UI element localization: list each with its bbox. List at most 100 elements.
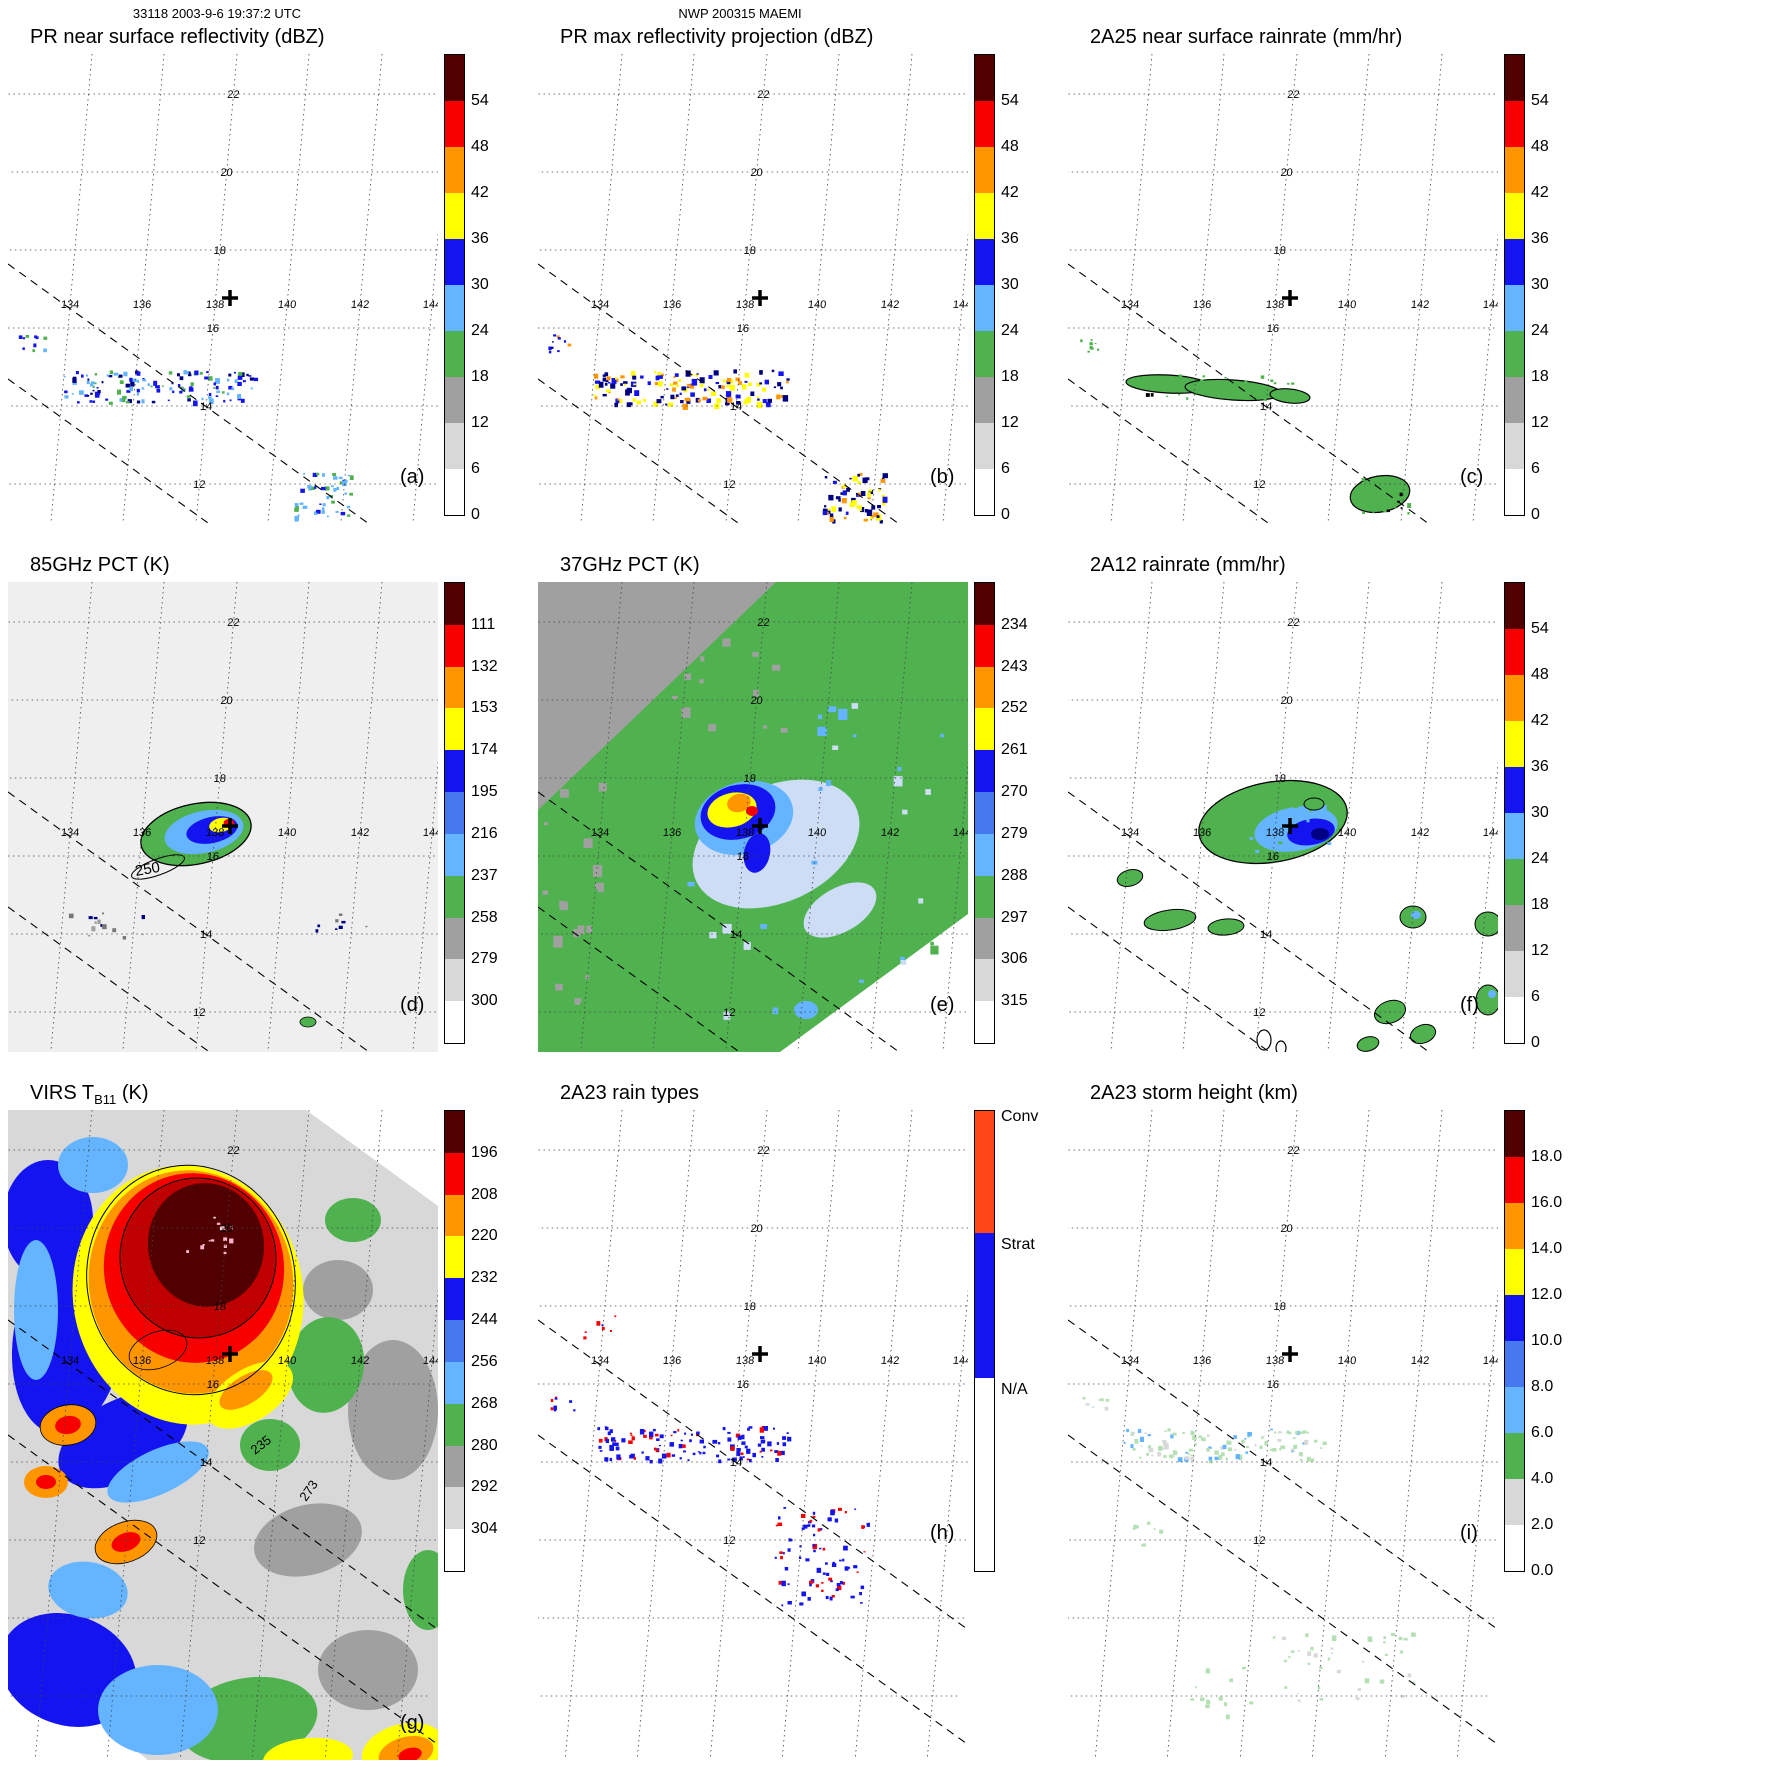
map-pixel — [604, 1457, 609, 1462]
map-pixel — [743, 401, 747, 405]
map-pixel — [553, 1409, 557, 1412]
map-pixel — [864, 509, 868, 513]
map-pixel — [639, 1429, 645, 1435]
map-pixel — [812, 1544, 816, 1547]
colorbar — [1504, 1110, 1525, 1572]
colorbar-label: 24 — [1531, 322, 1549, 339]
map-pixel — [577, 925, 585, 935]
map-pixel — [1379, 1679, 1385, 1684]
map-pixel — [322, 503, 326, 507]
colorbar-container: 18.0 16.0 14.0 12.0 10.0 8.0 6.0 4.0 2.0 0.0 — [1504, 1110, 1596, 1579]
longitude-label: 134 — [60, 299, 79, 311]
map-pixel — [583, 1336, 587, 1340]
panel-2a12-rainrate: 2A12 rainrate (mm/hr) 134 136 138 140 142 144… — [1068, 554, 1598, 1052]
map-pixel — [1166, 395, 1169, 397]
map-pixel — [825, 508, 831, 514]
map-pixel — [215, 385, 219, 390]
map-pixel — [661, 373, 664, 377]
map-pixel — [838, 498, 841, 502]
swath-edge-line — [538, 1434, 968, 1746]
map-pixel — [1266, 390, 1270, 393]
colorbar-label: 208 — [471, 1186, 498, 1203]
map-pixel — [774, 1450, 779, 1453]
map-pixel — [208, 396, 212, 399]
map-pixel — [1404, 491, 1407, 494]
map-pixel — [249, 377, 254, 381]
panel-title: 2A23 rain types — [560, 1082, 699, 1104]
map-pixel — [151, 400, 156, 404]
map-pixel — [155, 385, 160, 389]
map-plot: 134136138140142144222018161412 — [538, 582, 968, 1052]
map-pixel — [560, 789, 569, 798]
map-pixel — [764, 379, 769, 385]
colorbar-segment — [1505, 813, 1524, 859]
map-pixel — [716, 398, 721, 403]
map-pixel — [609, 1444, 614, 1451]
map-pixel — [109, 370, 113, 375]
colorbar-segment — [445, 1194, 464, 1237]
map-feature — [1116, 869, 1144, 887]
map-pixel — [674, 373, 679, 377]
map-pixel — [43, 348, 47, 353]
map-feature — [263, 1737, 353, 1760]
colorbar-segment — [1505, 1295, 1524, 1341]
map-pixel — [126, 401, 130, 404]
map-pixel — [213, 387, 216, 389]
map-pixel — [1163, 1455, 1167, 1458]
map-pixel — [656, 1438, 660, 1441]
map-pixel — [610, 383, 616, 389]
map-pixel — [542, 890, 548, 895]
map-pixel — [1277, 1439, 1282, 1442]
map-pixel — [91, 381, 95, 385]
colorbar-label: 4.0 — [1531, 1470, 1554, 1487]
map-pixel — [308, 487, 312, 491]
map-pixel — [654, 371, 657, 374]
map-pixel — [186, 1250, 189, 1253]
map-pixel — [1238, 1454, 1243, 1460]
center-cross-marker — [1282, 1346, 1298, 1362]
map-pixel — [782, 1552, 785, 1555]
map-pixel — [1178, 393, 1181, 396]
colorbar-label: 216 — [471, 825, 498, 842]
colorbar-label: 30 — [1531, 804, 1549, 821]
longitude-label: 134 — [1120, 299, 1139, 311]
map-pixel — [842, 1558, 845, 1562]
map-pixel — [717, 1442, 721, 1445]
map-pixel — [97, 919, 101, 924]
panel-title: PR near surface reflectivity (dBZ) — [30, 26, 325, 48]
map-pixel — [649, 1431, 654, 1438]
map-pixel — [1399, 492, 1403, 497]
map-pixel — [682, 656, 688, 663]
map-pixel — [866, 1522, 870, 1527]
map-pixel — [93, 916, 98, 920]
map-pixel — [1188, 1448, 1193, 1452]
map-pixel — [1249, 1701, 1254, 1705]
panel-letter: (i) — [1460, 1522, 1478, 1544]
map-plot: 235273134136138140142144222018161412 — [8, 1110, 438, 1760]
map-grid-labels: 134136138140142144222018161412 — [1120, 1145, 1498, 1547]
map-pixel — [817, 726, 827, 736]
map-pixel — [87, 378, 90, 381]
map-pixel — [732, 933, 739, 941]
map-pixel — [702, 396, 708, 401]
map-pixel — [1291, 1450, 1294, 1453]
center-cross-marker — [1282, 818, 1298, 834]
map-grid — [1068, 54, 1498, 524]
map-pixel — [548, 346, 552, 351]
map-pixel — [609, 1429, 613, 1434]
map-pixel — [1305, 1633, 1309, 1638]
map-pixel — [615, 901, 622, 909]
map-pixel — [737, 1435, 742, 1440]
map-pixel — [691, 703, 698, 709]
colorbar-label: 42 — [1001, 184, 1019, 201]
longitude-label: 140 — [1337, 1355, 1356, 1367]
latitude-label: 20 — [220, 1223, 233, 1235]
map-feature — [219, 1370, 273, 1410]
map-pixel — [187, 398, 191, 402]
colorbar-segment — [445, 1403, 464, 1446]
latitude-label: 12 — [723, 1535, 736, 1547]
colorbar-label: 279 — [471, 950, 498, 967]
panel-title: 2A12 rainrate (mm/hr) — [1090, 554, 1286, 576]
map-pixel — [77, 401, 80, 404]
map-pixel — [1172, 1455, 1175, 1457]
